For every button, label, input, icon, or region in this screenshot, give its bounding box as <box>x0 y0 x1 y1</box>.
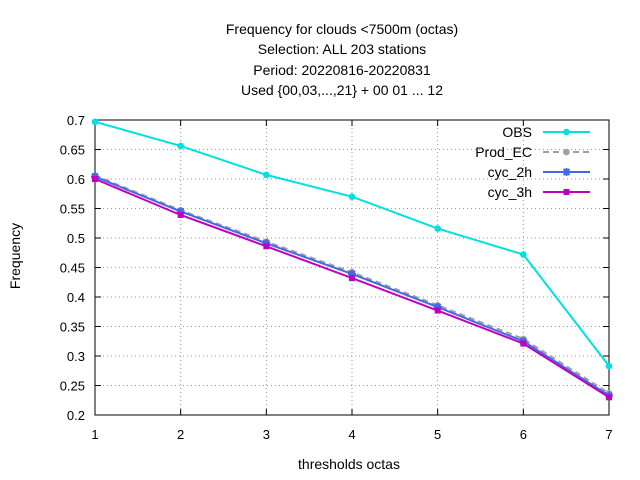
x-tick-label: 7 <box>605 427 612 442</box>
series-layer <box>91 118 613 401</box>
axis-ticks: 0.2 0.25 0.3 0.35 0.4 0.45 0.5 0.55 0.6 0.65 0.7 1 2… <box>60 113 613 442</box>
data-point <box>434 307 441 314</box>
data-point <box>520 340 527 347</box>
y-tick-label: 0.5 <box>67 231 85 246</box>
legend-item: Prod_EC <box>475 144 590 160</box>
data-point <box>177 211 184 218</box>
data-point <box>177 142 184 150</box>
data-point <box>349 275 355 282</box>
data-point <box>605 362 613 370</box>
legend: OBS Prod_EC cyc_2h cyc_3h <box>475 124 590 200</box>
legend-label: cyc_2h <box>488 164 532 180</box>
x-tick-label: 5 <box>434 427 441 442</box>
series-cyc-2h <box>91 172 613 400</box>
data-point <box>606 394 612 401</box>
series-cyc-3h <box>92 176 612 401</box>
y-tick-label: 0.65 <box>60 143 85 158</box>
chart-title: Frequency for clouds <7500m (octas) Sele… <box>226 21 458 98</box>
grid <box>95 120 609 415</box>
x-tick-label: 1 <box>91 427 98 442</box>
legend-marker <box>562 168 571 176</box>
legend-label: cyc_3h <box>488 184 532 200</box>
y-tick-label: 0.45 <box>60 261 85 276</box>
x-tick-label: 4 <box>348 427 355 442</box>
y-tick-label: 0.6 <box>67 172 85 187</box>
data-point <box>92 176 98 182</box>
x-tick-label: 6 <box>520 427 527 442</box>
legend-item: cyc_3h <box>488 184 590 200</box>
data-point <box>434 225 441 232</box>
title-line-4: Used {00,03,...,21} + 00 01 ... 12 <box>241 82 443 98</box>
y-tick-label: 0.7 <box>67 113 85 128</box>
y-tick-label: 0.2 <box>67 408 85 423</box>
title-line-1: Frequency for clouds <7500m (octas) <box>226 21 458 37</box>
y-axis-label: Frequency <box>7 223 23 289</box>
legend-item: OBS <box>502 124 590 140</box>
y-tick-label: 0.25 <box>60 379 85 394</box>
data-point <box>348 193 356 200</box>
x-axis-label: thresholds octas <box>298 456 400 472</box>
data-point <box>263 171 270 179</box>
x-tick-label: 3 <box>263 427 270 442</box>
y-tick-label: 0.35 <box>60 320 85 335</box>
title-line-3: Period: 20220816-20220831 <box>253 62 431 78</box>
legend-marker <box>563 148 570 156</box>
y-tick-label: 0.3 <box>67 349 85 364</box>
data-point <box>91 118 99 126</box>
data-point <box>263 243 270 250</box>
title-line-2: Selection: ALL 203 stations <box>258 41 426 57</box>
series-line <box>94 175 610 397</box>
y-tick-label: 0.55 <box>60 202 85 217</box>
legend-marker <box>563 128 570 136</box>
legend-item: cyc_2h <box>488 164 590 180</box>
legend-label: OBS <box>502 124 532 140</box>
legend-label: Prod_EC <box>475 144 532 160</box>
series-obs <box>91 118 613 370</box>
data-point <box>520 251 527 258</box>
x-tick-label: 2 <box>177 427 184 442</box>
y-tick-label: 0.4 <box>67 290 85 305</box>
legend-marker <box>563 189 570 195</box>
